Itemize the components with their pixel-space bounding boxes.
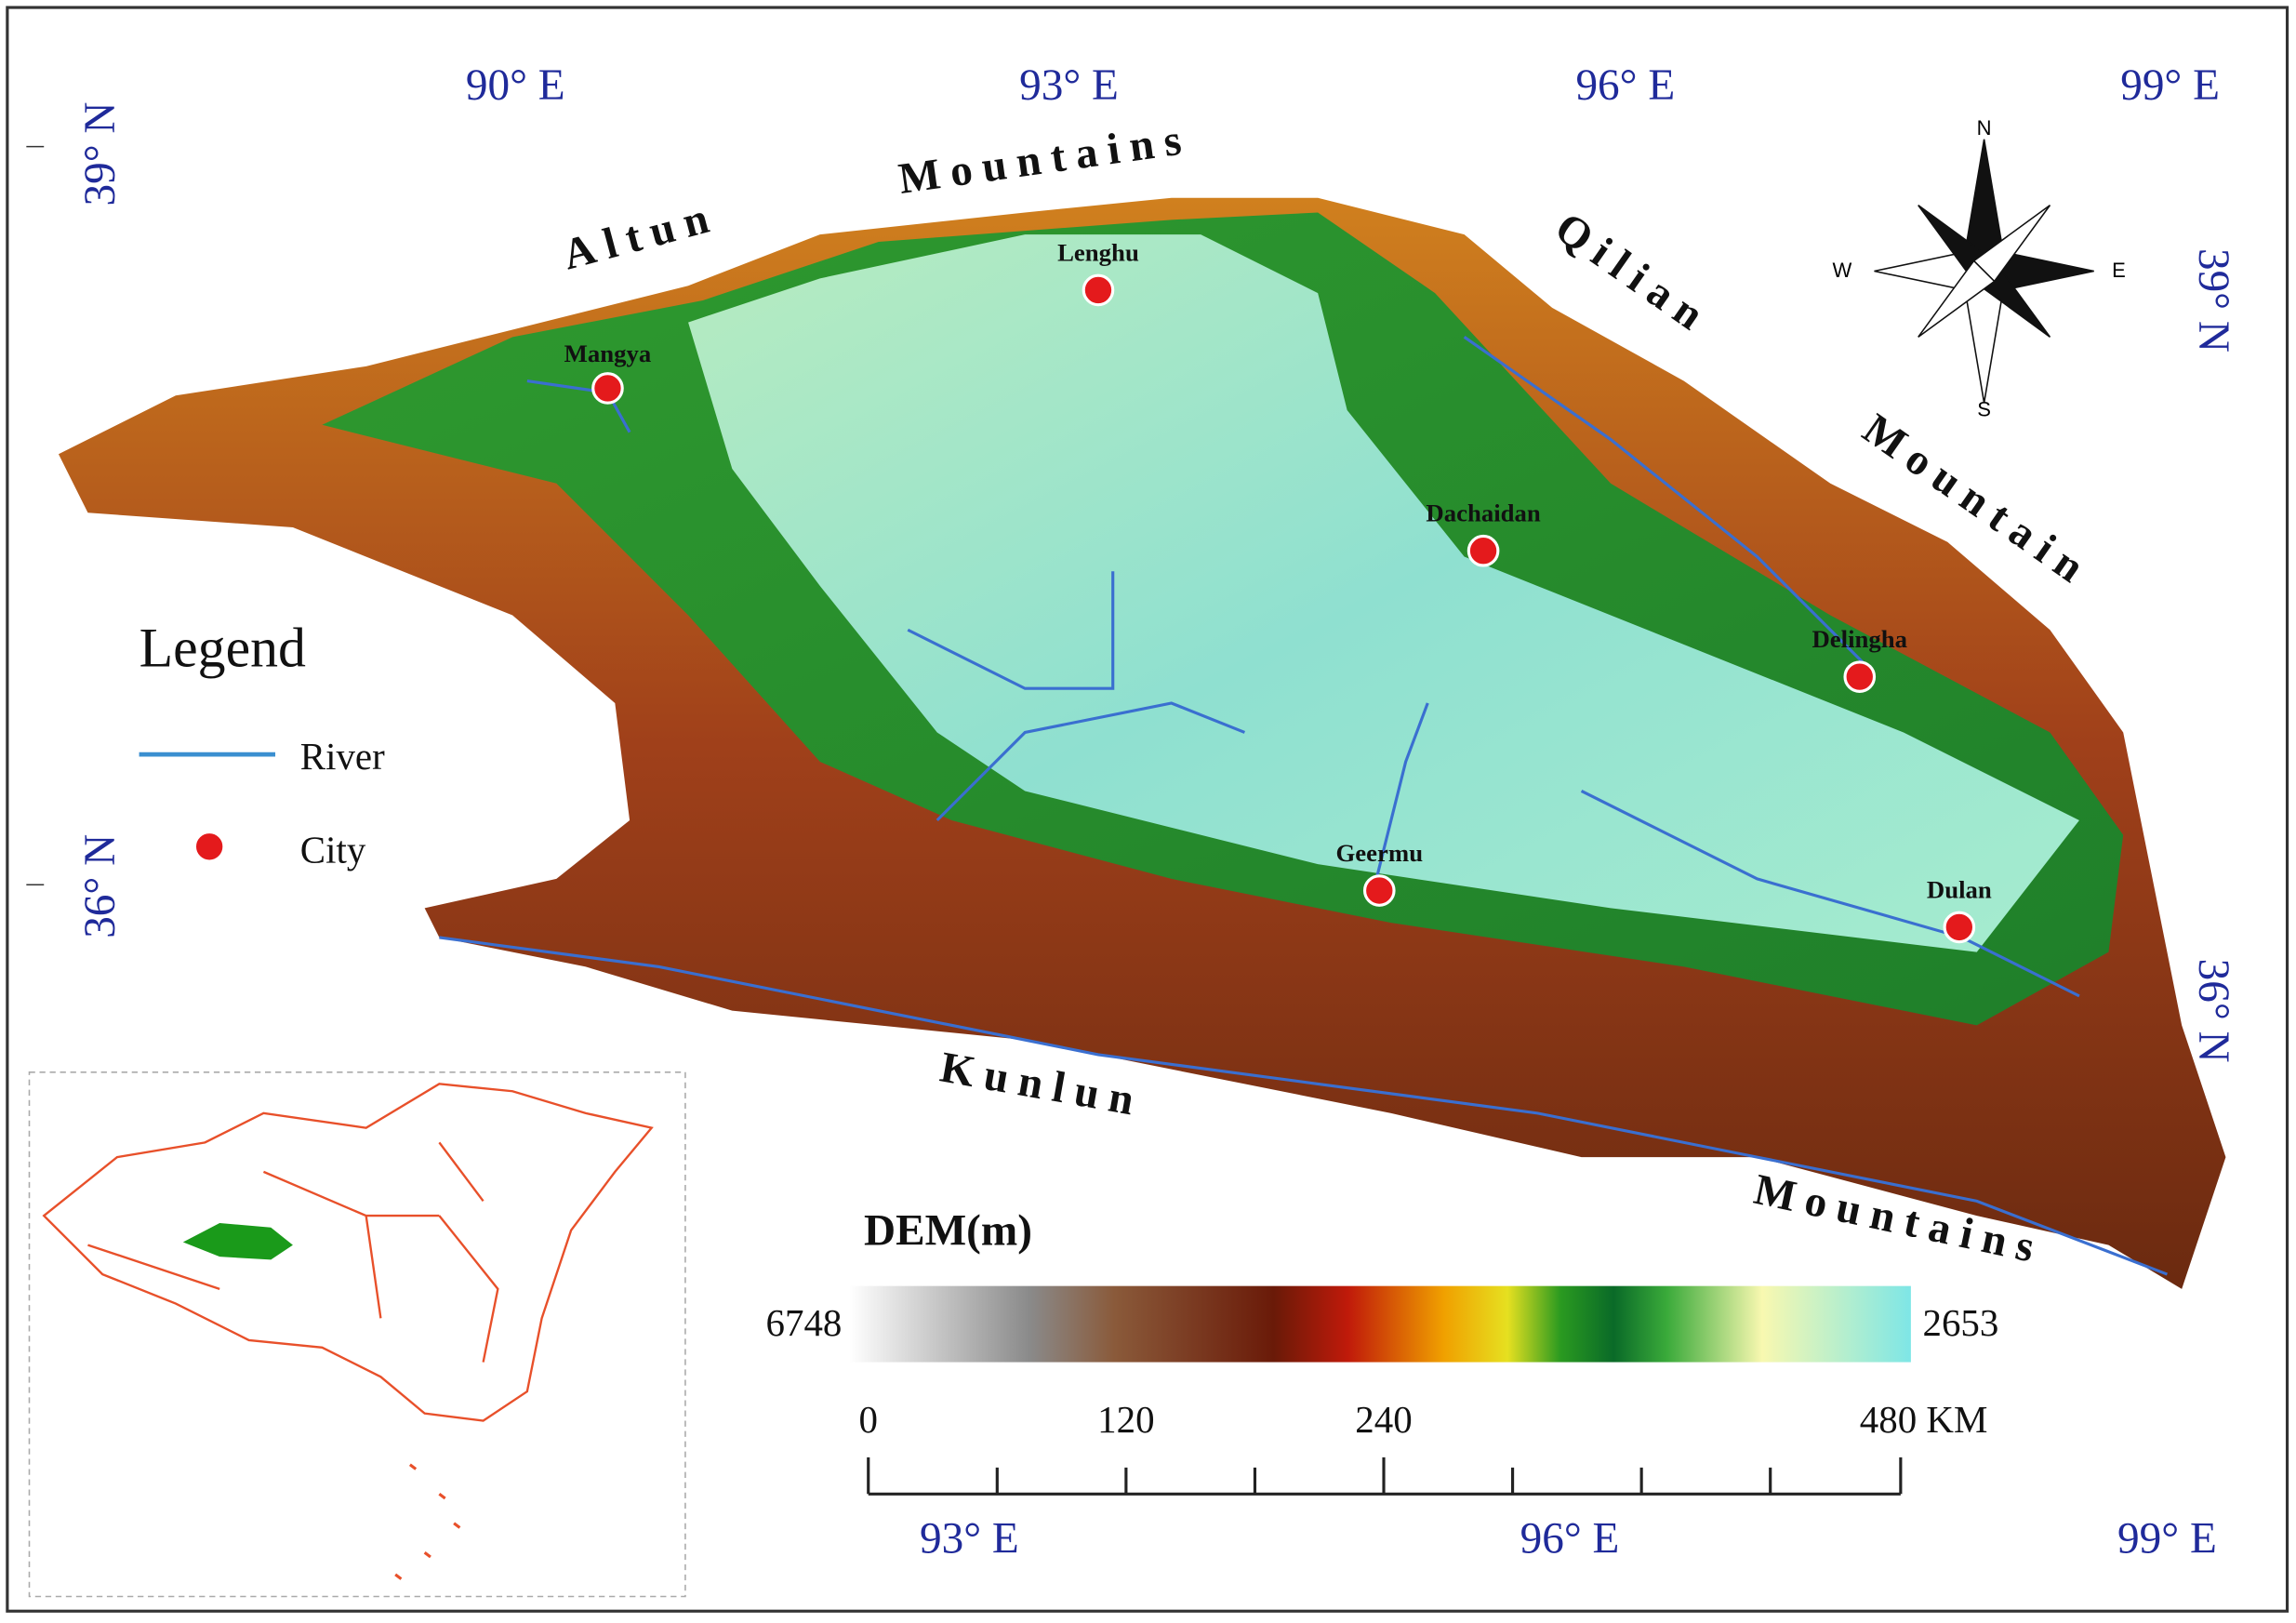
compass: N S W E [1832, 116, 2125, 420]
dem-colorbar [849, 1285, 1911, 1363]
lon-label: 93° E [920, 1514, 1019, 1563]
scale-label: 240 [1355, 1399, 1412, 1441]
lon-label: 99° E [2120, 61, 2220, 110]
scale-ticks [867, 1457, 1903, 1495]
inset [28, 1071, 686, 1598]
rivers [439, 336, 2168, 1276]
legend-city [192, 830, 226, 863]
river [439, 936, 2168, 1276]
dem-high: 6748 [766, 1302, 843, 1344]
dem-legend: DEM(m) 6748 2653 [766, 1207, 1998, 1363]
legend-label: River [300, 736, 385, 778]
islands [394, 1463, 461, 1580]
legend-title: Legend [139, 618, 306, 679]
scale-label: 480 KM [1860, 1399, 1988, 1441]
scale-label: 120 [1097, 1399, 1154, 1441]
city-label: Dulan [1927, 875, 1992, 903]
river [907, 571, 1115, 690]
compass-label: W [1832, 259, 1851, 282]
city-label: Lenghu [1057, 238, 1139, 266]
compass-label: E [2112, 259, 2126, 282]
frame [6, 6, 2289, 1613]
city-marker [1362, 874, 1396, 907]
lat-label: 36° N [76, 834, 125, 938]
dem-low: 2653 [1922, 1302, 1998, 1344]
river [1463, 336, 1876, 675]
mountain-label: Mountains [896, 114, 1194, 204]
city-marker [1943, 911, 1976, 944]
city-marker [1082, 273, 1115, 307]
city-label: Delingha [1812, 625, 1907, 653]
city-label: Mangya [564, 339, 652, 367]
lat-label: 36° N [2189, 959, 2237, 1063]
lon-label: 90° E [466, 61, 565, 110]
legend: Legend River City [139, 618, 385, 871]
lon-label: 96° E [1575, 61, 1675, 110]
river [1374, 702, 1429, 880]
city-label: Geermu [1335, 839, 1423, 867]
river [1580, 790, 2080, 998]
scale-bar: 0 120 240 480 KM [859, 1399, 1988, 1496]
basin-plain [688, 234, 2079, 952]
dem-title: DEM(m) [864, 1207, 1032, 1256]
basin-inset [182, 1222, 293, 1260]
lat-label: 39° N [76, 101, 125, 206]
lon-label: 99° E [2117, 1514, 2217, 1563]
city-marker [591, 372, 624, 405]
city-marker [1467, 534, 1500, 567]
legend-label: City [300, 830, 366, 871]
lon-label: 96° E [1520, 1514, 1620, 1563]
city-marker [1843, 660, 1877, 693]
compass-label: S [1977, 397, 1991, 420]
china-outline [42, 1083, 654, 1422]
inset-frame [28, 1071, 686, 1598]
cities: Mangya Lenghu Dachaidan Delingha Geermu … [564, 238, 1992, 944]
city-label: Dachaidan [1426, 499, 1541, 527]
river [936, 701, 1246, 822]
compass-label: N [1977, 116, 1992, 140]
lon-label: 93° E [1019, 61, 1119, 110]
compass-point [1918, 259, 1996, 338]
lat-label: 39° N [2189, 248, 2237, 353]
scale-label: 0 [859, 1399, 878, 1441]
mountain-label: Altun [558, 192, 723, 279]
